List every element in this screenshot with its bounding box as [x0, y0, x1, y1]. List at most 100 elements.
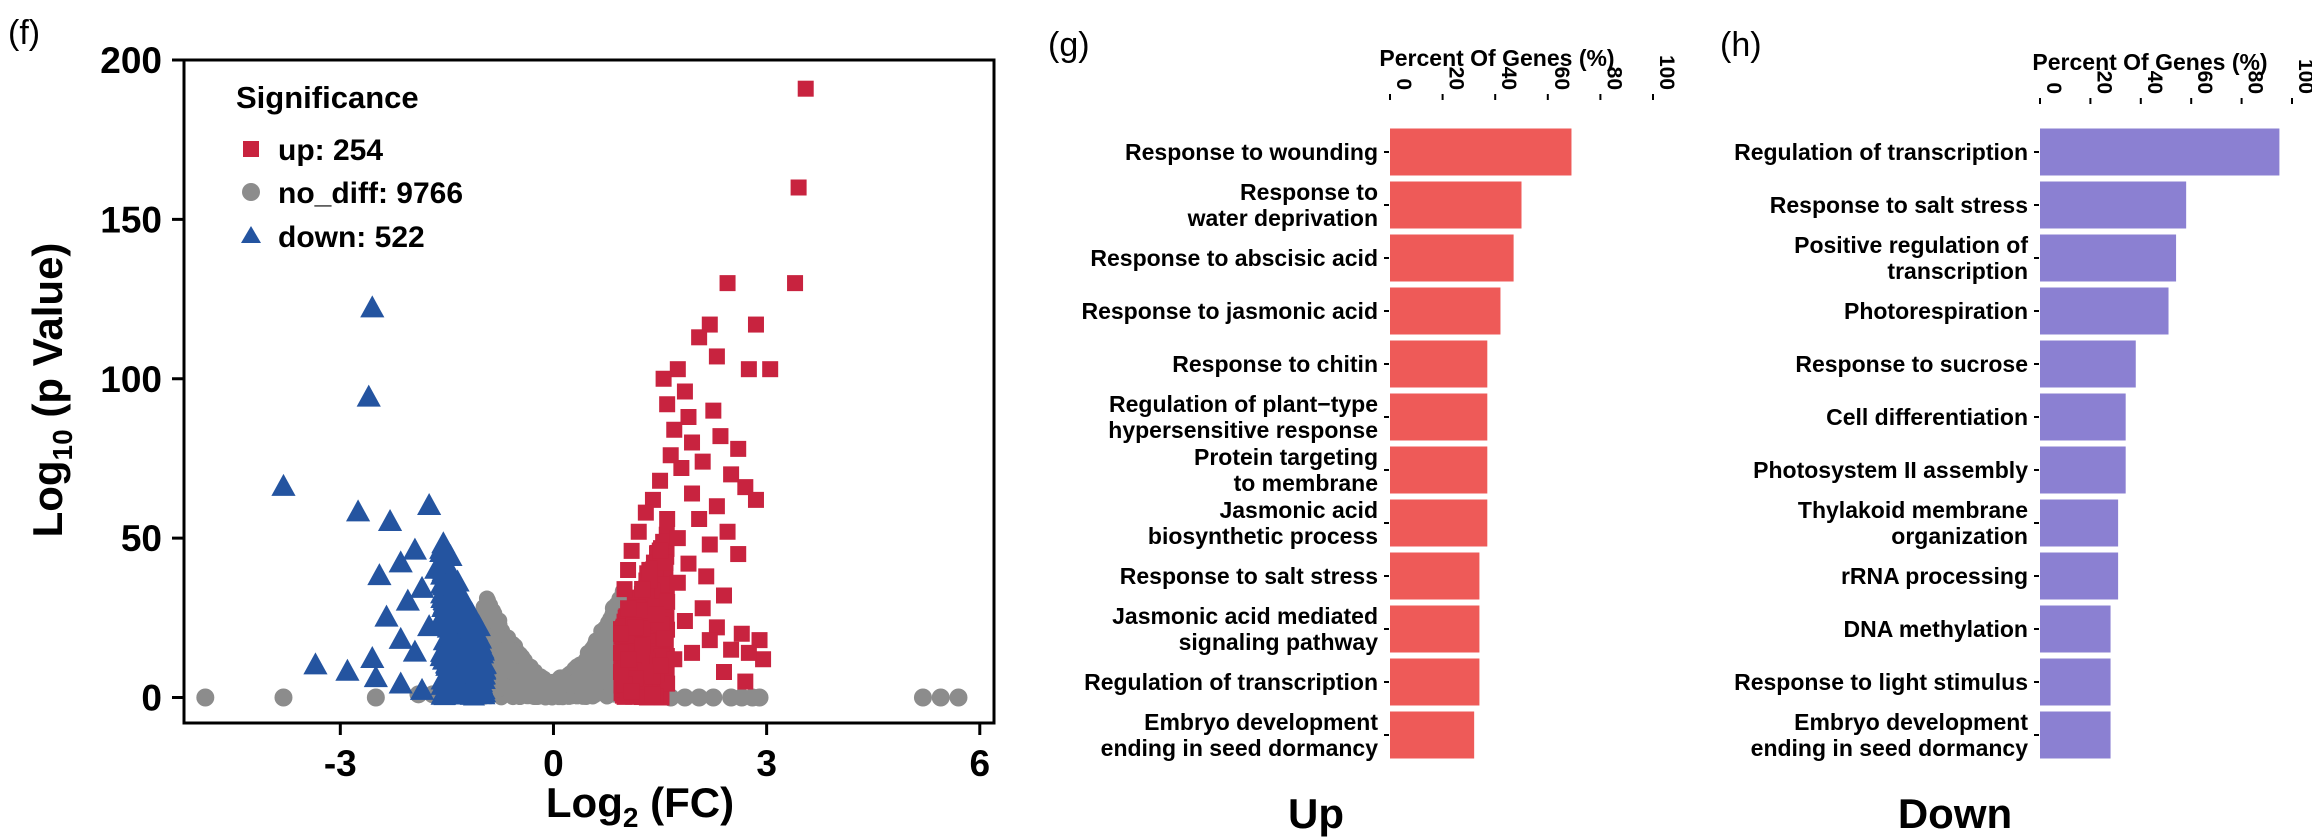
legend-down-label: down: 522 [278, 221, 425, 254]
down-point [445, 633, 470, 656]
category-label: Jasmonic acid mediated [1112, 603, 1378, 629]
category-label: Response to chitin [1172, 351, 1378, 377]
down-point [466, 614, 491, 637]
up-point [712, 428, 729, 445]
category-label: biosynthetic process [1148, 523, 1378, 549]
down-point [402, 537, 428, 560]
panel-label-h: (h) [1720, 26, 1762, 64]
down-point [431, 681, 456, 704]
up-point [701, 316, 718, 333]
up-point [684, 434, 701, 451]
no-diff-point [503, 686, 520, 703]
up-point [719, 275, 736, 292]
y-tick-label: 150 [100, 199, 162, 240]
no-diff-point [599, 688, 616, 705]
percent-tick-label: 20 [2092, 71, 2115, 94]
category-label: Cell differentiation [1826, 404, 2028, 430]
category-label: transcription [1887, 258, 2028, 284]
up-point [740, 644, 757, 661]
up-point [620, 651, 637, 668]
up-point [620, 600, 637, 617]
category-label: Thylakoid membrane [1798, 497, 2028, 523]
up-point [635, 602, 652, 619]
down-axis-title: Percent Of Genes (%) [2032, 49, 2267, 75]
bar [1390, 128, 1572, 176]
x-tick-label: 6 [970, 743, 991, 784]
up-point [723, 641, 740, 658]
up-point [740, 361, 757, 378]
legend-down-marker [241, 226, 261, 243]
up-point [797, 80, 814, 97]
no-diff-point [480, 592, 497, 609]
y-tick-label: 200 [100, 40, 162, 81]
up-points [612, 80, 814, 706]
up-point [694, 600, 711, 617]
down-point [445, 569, 470, 592]
down-point [470, 652, 495, 675]
category-label: Response to salt stress [1770, 192, 2028, 218]
up-point [644, 491, 661, 508]
bar [2040, 605, 2111, 653]
category-label: water deprivation [1187, 205, 1378, 231]
percent-tick-label: 0 [2042, 82, 2065, 94]
down-point [417, 614, 442, 637]
x-tick-label: 0 [543, 743, 564, 784]
up-point [657, 554, 674, 571]
percent-tick-label: 100 [2294, 59, 2312, 94]
up-point [616, 581, 633, 598]
category-label: Regulation of transcription [1084, 669, 1378, 695]
up-point [737, 673, 754, 690]
bar [1390, 446, 1488, 494]
no-diff-point [675, 688, 694, 707]
volcano-legend: Significance up: 254 no_diff: 9766 down:… [236, 80, 463, 254]
percent-tick-label: 40 [2143, 71, 2166, 94]
legend-no-diff-label: no_diff: 9766 [278, 177, 463, 210]
no-diff-point [913, 688, 932, 707]
category-label: organization [1891, 523, 2028, 549]
no-diff-point [690, 688, 709, 707]
down-point [424, 556, 449, 579]
up-point [730, 440, 747, 457]
legend-up-marker [243, 141, 259, 157]
bar [1390, 711, 1475, 759]
no-diff-point [562, 675, 581, 694]
percent-tick-label: 80 [2244, 71, 2267, 94]
category-label: ending in seed dormancy [1751, 735, 2029, 761]
up-point [652, 657, 669, 674]
up-point [644, 686, 661, 703]
category-label: Response to salt stress [1120, 563, 1378, 589]
no-diff-point [526, 672, 545, 691]
x-tick-label: 3 [756, 743, 777, 784]
volcano-plot: -3 0 3 6 0 50 100 150 200 Significance up: 254 n… [24, 40, 996, 833]
volcano-marks [196, 80, 968, 707]
down-point [388, 550, 413, 573]
no-diff-point [704, 688, 723, 707]
up-point [659, 396, 676, 413]
no-diff-point [585, 683, 602, 700]
no-diff-point [587, 643, 606, 662]
down-point [449, 677, 474, 700]
legend-up-label: up: 254 [278, 134, 383, 167]
down-point [456, 646, 481, 669]
no-diff-point [525, 688, 542, 705]
up-point [723, 466, 740, 483]
bar [2040, 128, 2280, 176]
bar [2040, 446, 2126, 494]
category-label: Response to wounding [1125, 139, 1378, 165]
x-axis-title: Log2 (FC) [546, 779, 734, 833]
bar [1390, 605, 1480, 653]
up-chart-title: Up [1288, 790, 1344, 837]
no-diff-points [196, 583, 968, 707]
percent-tick-label: 40 [1497, 67, 1520, 90]
up-point [762, 361, 779, 378]
percent-tick-label: 60 [2193, 71, 2216, 94]
up-axis-title: Percent Of Genes (%) [1379, 45, 1614, 71]
up-point [666, 421, 683, 438]
bar [1390, 499, 1488, 547]
panel-label-f: (f) [8, 14, 40, 52]
no-diff-point [274, 688, 293, 707]
down-point [438, 544, 463, 567]
down-points [271, 295, 497, 706]
category-label: Regulation of transcription [1734, 139, 2028, 165]
percent-tick-label: 0 [1392, 78, 1415, 90]
